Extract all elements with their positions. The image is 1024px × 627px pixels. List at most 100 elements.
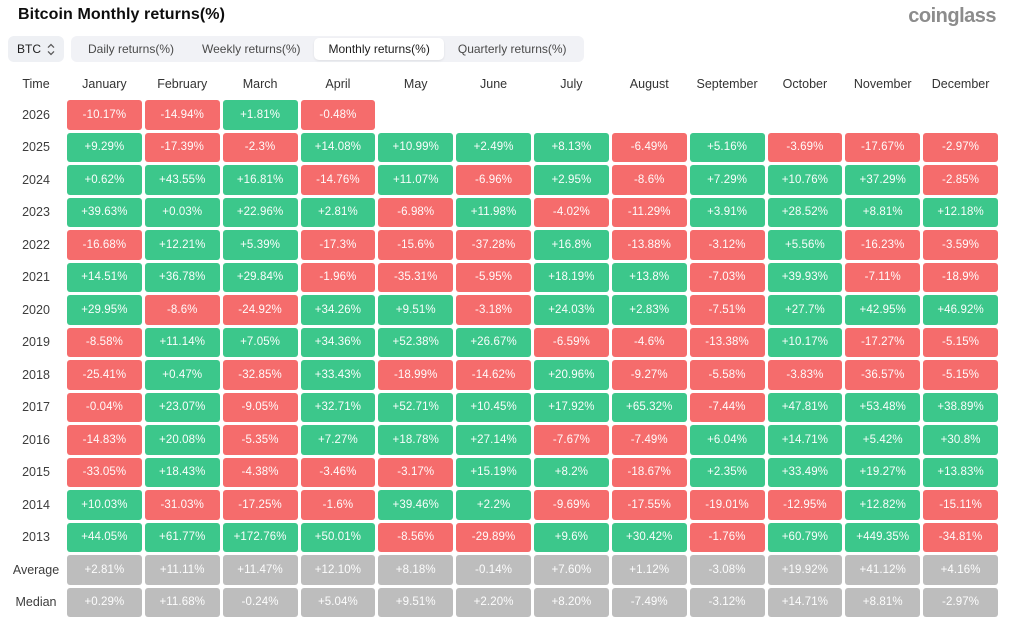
return-cell [456,100,531,130]
row-label: 2025 [22,140,50,155]
return-cell: +10.45% [456,392,531,422]
return-cell: -4.02% [534,197,609,227]
return-cell: +11.68% [144,587,220,617]
return-cell: -7.49% [611,425,687,455]
return-cell: -6.98% [378,197,454,227]
month-column-header: August [629,77,669,91]
return-cell: +8.20% [534,587,609,617]
return-cell: +60.79% [767,522,843,552]
return-cell: +9.29% [67,132,142,162]
return-cell: +52.71% [378,392,454,422]
tab-quarterly-returns[interactable]: Quarterly returns(%) [457,42,567,56]
return-cell: +23.07% [144,392,220,422]
row-label: 2019 [22,335,50,350]
return-cell: +33.49% [767,457,843,487]
return-cell: -31.03% [144,490,220,520]
table-row: 2026 -10.17% -14.94% +1.81% -0.48% [8,100,998,130]
return-cell: +5.39% [222,230,298,260]
return-cell: +11.98% [456,197,531,227]
return-cell: +39.93% [767,262,843,292]
tab-daily-returns[interactable]: Daily returns(%) [88,42,175,56]
table-row: 2022 -16.68% +12.21% +5.39% -17.3% -15.6% -37.… [8,230,998,260]
return-cell: +42.95% [845,295,921,325]
return-cell: +11.07% [378,165,454,195]
return-cell: +0.62% [67,165,142,195]
return-cell: -8.6% [144,295,220,325]
return-cell: +53.48% [845,392,921,422]
return-cell: +39.63% [67,197,142,227]
return-cell: +44.05% [67,522,142,552]
return-cell: +13.83% [923,457,998,487]
return-cell: +4.16% [923,555,998,585]
table-row: 2013 +44.05% +61.77% +172.76% +50.01% -8.56% -… [8,522,998,552]
return-cell: -3.12% [689,587,765,617]
return-cell: -0.04% [67,392,142,422]
symbol-select[interactable]: BTC [8,36,64,62]
return-cell: -35.31% [378,262,454,292]
return-cell: +18.78% [378,425,454,455]
return-cell: -16.68% [67,230,142,260]
return-cell: +12.21% [144,230,220,260]
topbar: Bitcoin Monthly returns(%) coinglass [8,4,998,26]
return-cell: -5.58% [689,360,765,390]
return-cell: -13.38% [689,327,765,357]
return-cell: +13.8% [611,262,687,292]
return-cell: -19.01% [689,490,765,520]
return-cell: -9.69% [534,490,609,520]
return-cell [768,100,843,130]
table-row: 2020 +29.95% -8.6% -24.92% +34.26% +9.51% -3.1… [8,295,998,325]
row-label: 2024 [22,172,50,187]
time-column-header: Time [22,77,50,91]
return-cell: +32.71% [300,392,376,422]
return-cell: +39.46% [378,490,454,520]
return-cell: +8.81% [845,587,921,617]
row-label: 2016 [22,432,50,447]
return-cell: -17.55% [611,490,687,520]
return-cell: -15.11% [923,490,998,520]
return-cell: -7.11% [845,262,921,292]
return-cell: +28.52% [767,197,843,227]
return-cell: -18.99% [378,360,454,390]
return-cell: -5.35% [222,425,298,455]
return-cell: -14.76% [300,165,376,195]
tab-monthly-returns[interactable]: Monthly returns(%) [314,38,444,60]
return-cell: -36.57% [845,360,921,390]
return-cell: -10.17% [67,100,142,130]
return-cell: -3.12% [689,230,765,260]
return-cell: +6.04% [689,425,765,455]
return-cell: -6.49% [611,132,687,162]
return-cell: -17.25% [222,490,298,520]
return-cell: +7.27% [300,425,376,455]
return-cell: +61.77% [144,522,220,552]
return-cell: -25.41% [67,360,142,390]
return-cell: +7.05% [222,327,298,357]
return-cell: +8.13% [534,132,609,162]
return-cell: +1.12% [611,555,687,585]
symbol-select-value: BTC [17,42,41,56]
return-cell: +38.89% [923,392,998,422]
return-cell: +34.36% [300,327,376,357]
return-cell: +26.67% [456,327,531,357]
return-cell: +12.10% [300,555,376,585]
return-cell: +24.03% [534,295,609,325]
tab-weekly-returns[interactable]: Weekly returns(%) [202,42,301,56]
return-cell: -17.39% [144,132,220,162]
row-label: 2026 [22,107,50,122]
row-label: 2021 [22,270,50,285]
monthly-returns-table: Time January February March April May June July… [8,73,998,617]
table-row: 2015 -33.05% +18.43% -4.38% -3.46% -3.17% +15.… [8,457,998,487]
return-cell: -2.85% [923,165,998,195]
return-cell: -3.69% [767,132,843,162]
return-cell: -24.92% [222,295,298,325]
return-cell: -7.67% [534,425,609,455]
return-cell: +52.38% [378,327,454,357]
return-cell: +2.2% [456,490,531,520]
return-cell: -5.95% [456,262,531,292]
row-label: 2017 [22,400,50,415]
return-cell: -17.27% [845,327,921,357]
return-cell: -18.67% [611,457,687,487]
return-cell: +37.29% [845,165,921,195]
return-cell: +8.81% [845,197,921,227]
return-cell: +50.01% [300,522,376,552]
